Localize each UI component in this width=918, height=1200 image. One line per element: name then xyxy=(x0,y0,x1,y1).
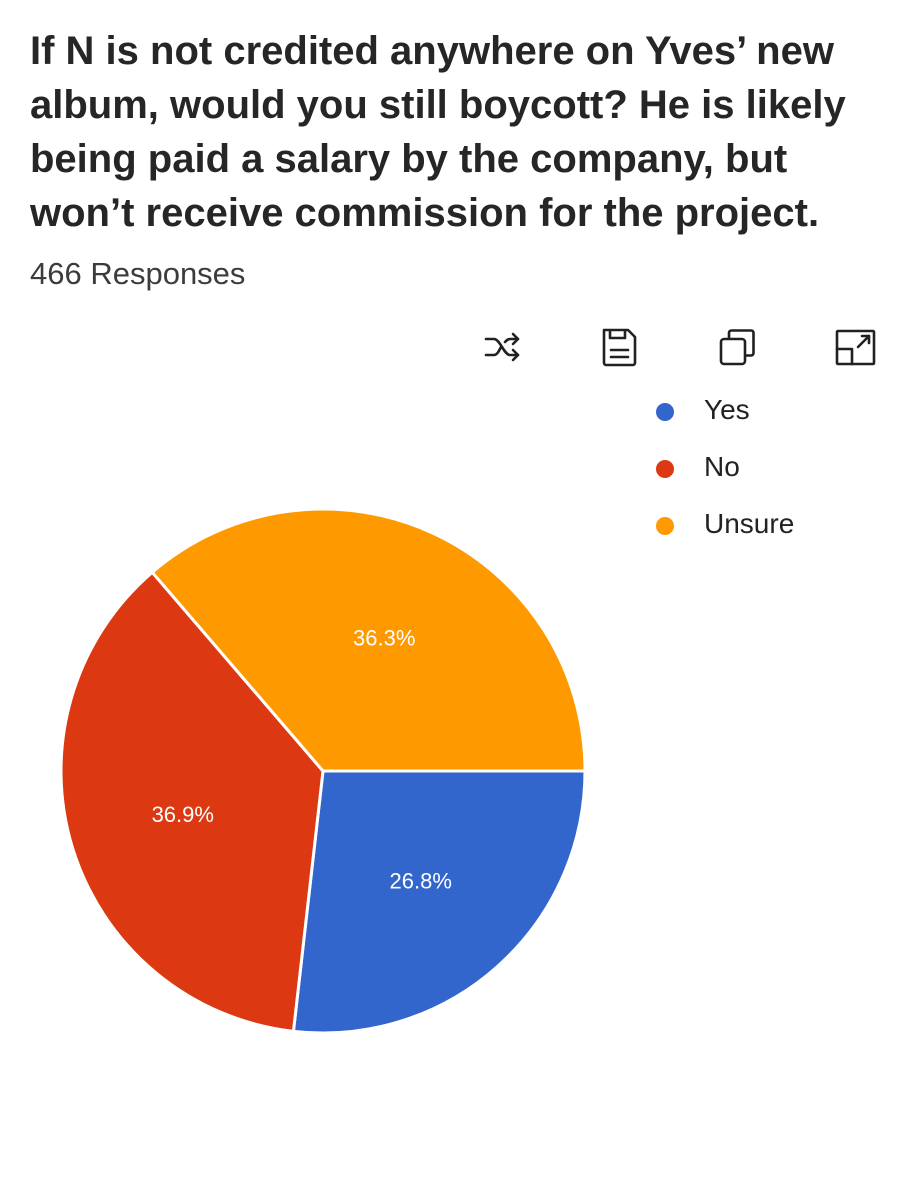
legend-label-yes: Yes xyxy=(704,394,750,425)
copy-icon xyxy=(719,329,755,366)
legend-swatch-unsure xyxy=(656,517,674,535)
pie-slice-unsure[interactable] xyxy=(150,507,587,773)
shuffle-button[interactable] xyxy=(478,322,528,372)
copy-button[interactable] xyxy=(712,322,762,372)
pie-slice-yes[interactable] xyxy=(291,769,587,1035)
expand-button[interactable] xyxy=(830,322,880,372)
save-icon xyxy=(602,328,637,367)
shuffle-icon xyxy=(484,332,520,362)
legend-swatch-no xyxy=(656,460,674,478)
legend-label-unsure: Unsure xyxy=(704,508,795,539)
legend-swatch-yes xyxy=(656,403,674,421)
chart-toolbar xyxy=(0,322,918,372)
legend-label-no: No xyxy=(704,451,740,482)
pie-chart: 26.8% 36.9% 36.3% xyxy=(59,507,587,1035)
response-count: 466 Responses xyxy=(30,256,246,291)
pie-label-no: 36.9% xyxy=(152,802,214,827)
expand-icon xyxy=(835,329,876,366)
question-title: If N is not credited anywhere on Yves’ n… xyxy=(30,29,846,235)
pie-slice-no[interactable] xyxy=(59,570,325,1033)
pie-label-yes: 26.8% xyxy=(390,868,452,893)
pie-label-unsure: 36.3% xyxy=(353,626,415,651)
save-button[interactable] xyxy=(594,322,644,372)
